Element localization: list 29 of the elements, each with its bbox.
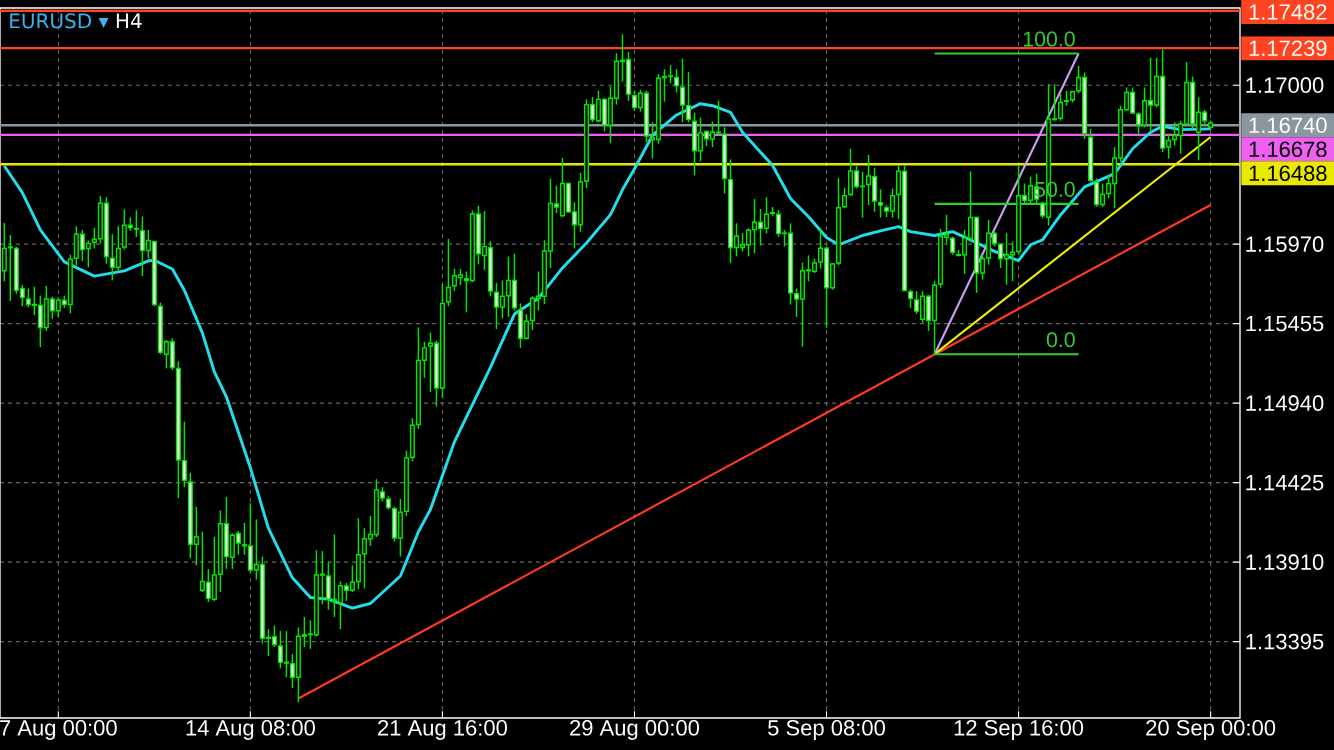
- y-tick-label: 1.13395: [1246, 633, 1324, 650]
- x-tick-label: 12 Sep 16:00: [954, 720, 1084, 740]
- x-tick-label: 29 Aug 00:00: [570, 720, 700, 740]
- y-tick-label: 1.14425: [1246, 474, 1324, 491]
- ref-line-label: 1.16488: [1249, 165, 1327, 182]
- series-label: 0.0: [1046, 332, 1075, 348]
- candlestick: [445, 238, 451, 308]
- ref-line-label: 1.16678: [1249, 141, 1327, 158]
- x-tick-label: 20 Sep 00:00: [1146, 720, 1276, 740]
- candlestick: [907, 288, 914, 309]
- candlestick: [877, 188, 884, 219]
- series-label: 100.0: [1023, 31, 1075, 47]
- y-tick-label: 1.13910: [1246, 554, 1324, 570]
- y-tick-label: 1.14940: [1246, 395, 1324, 411]
- candlestick: [7, 234, 13, 302]
- chart-title: EURUSD ▾: [10, 13, 109, 29]
- y-tick-label: 1.17000: [1246, 77, 1324, 93]
- x-tick-label: 21 Aug 16:00: [378, 720, 507, 740]
- y-tick-label: 1.15455: [1246, 315, 1324, 332]
- y-tick-label: 1.15970: [1246, 236, 1324, 252]
- candlestick: [133, 209, 139, 238]
- ref-line-label: 1.16740: [1249, 117, 1327, 134]
- x-tick-label: 5 Sep 08:00: [768, 720, 885, 740]
- ref-line-label: 1.17482: [1249, 4, 1327, 20]
- chart-subtitle: H4: [116, 13, 142, 29]
- x-tick-label: 14 Aug 08:00: [186, 720, 315, 740]
- x-tick-label: 7 Aug 00:00: [0, 720, 117, 740]
- ref-line-label: 1.17239: [1249, 40, 1327, 57]
- line-series: [2, 102, 1213, 610]
